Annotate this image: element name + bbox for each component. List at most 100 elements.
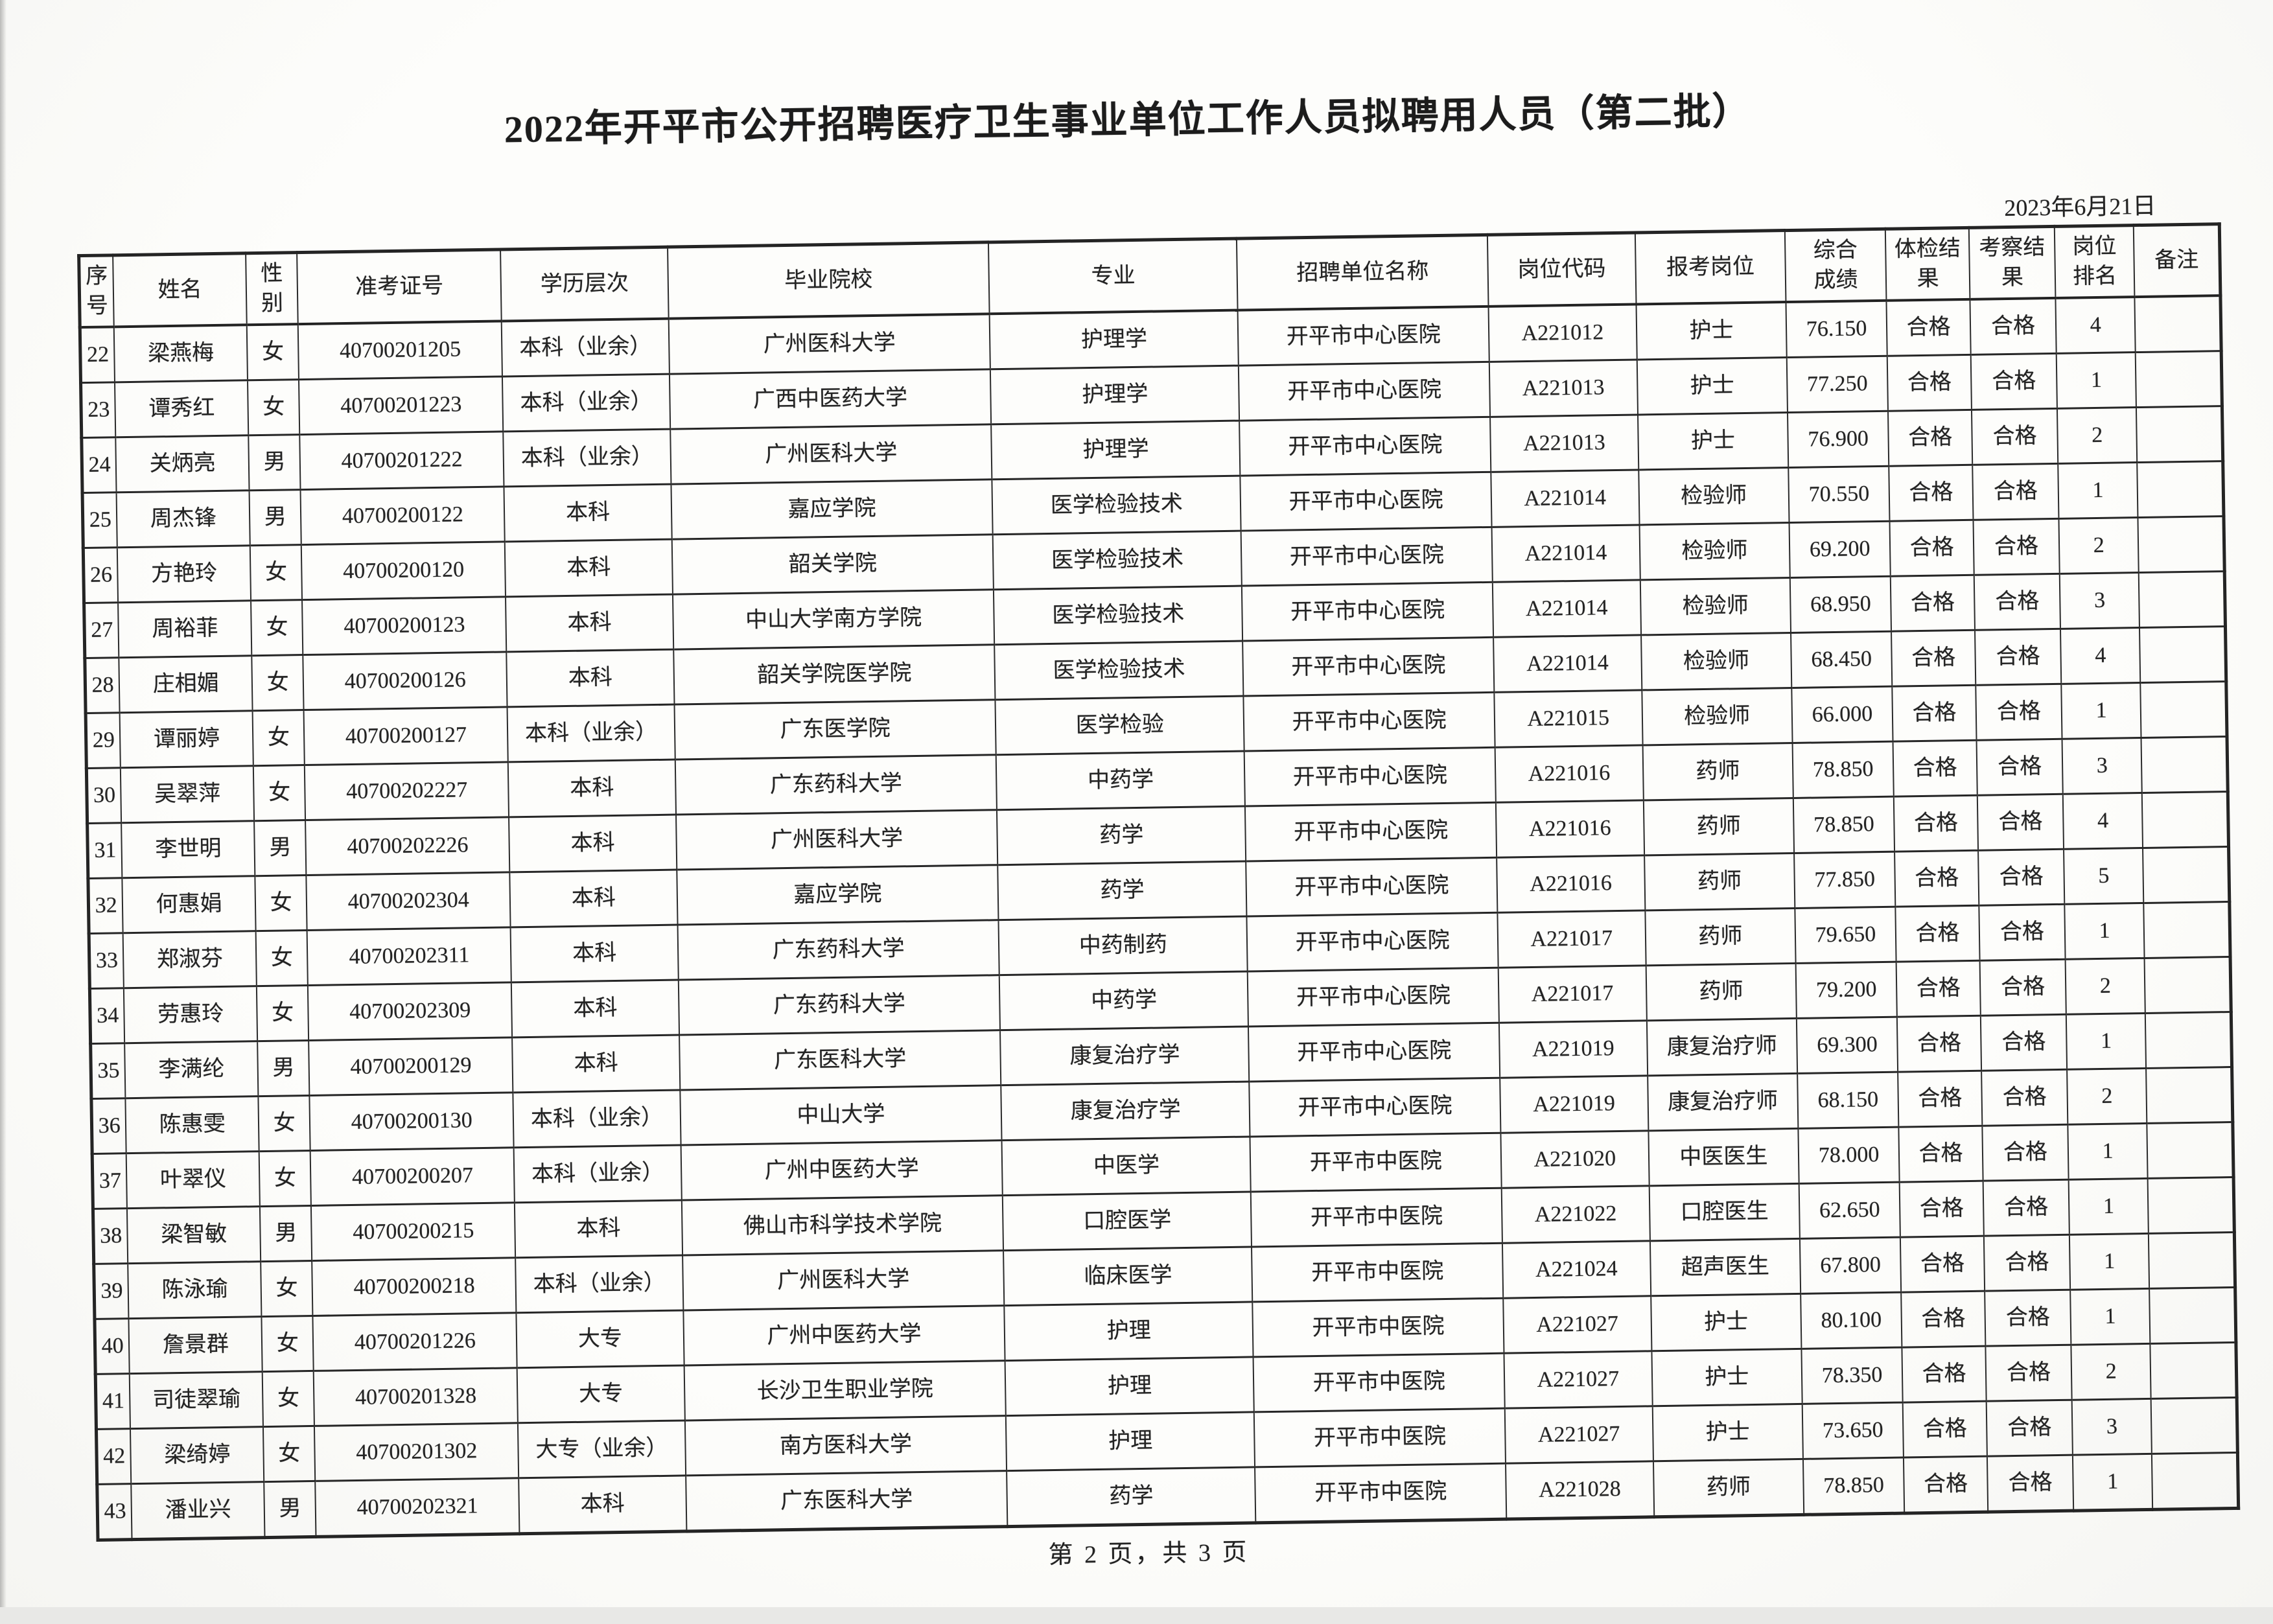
table-cell: 31	[87, 822, 122, 879]
table-cell: 开平市中心医院	[1242, 582, 1493, 642]
column-header: 姓名	[113, 253, 247, 327]
table-cell: 潘业兴	[131, 1481, 265, 1540]
table-cell: 40700202227	[305, 761, 509, 820]
table-cell: 合格	[1970, 353, 2058, 410]
table-cell: 男	[264, 1481, 316, 1538]
table-cell: 42	[96, 1428, 132, 1485]
table-cell: A221014	[1493, 634, 1642, 693]
table-cell: 本科	[506, 594, 674, 652]
column-header: 报考岗位	[1635, 230, 1786, 305]
table-cell: 30	[86, 767, 122, 824]
table-cell: 76.900	[1787, 411, 1889, 468]
table-cell: 25	[82, 492, 118, 548]
table-cell: 合格	[1893, 795, 1979, 852]
table-cell: 69.200	[1789, 521, 1891, 578]
table-cell: A221020	[1500, 1130, 1649, 1189]
table-cell: 1	[2061, 682, 2141, 739]
table-cell: 本科（业余）	[515, 1255, 684, 1313]
table-cell: 女	[246, 324, 299, 380]
table-cell: A221014	[1491, 469, 1640, 528]
table-cell: 合格	[1902, 1346, 1987, 1403]
table-cell: 40700202304	[306, 872, 511, 931]
table-cell: 合格	[1980, 1014, 2068, 1071]
table-cell: 40700200126	[303, 651, 507, 710]
table-cell: 康复治疗师	[1647, 1073, 1799, 1131]
table-cell: 合格	[1974, 574, 2061, 631]
recruitment-table: 序 号姓名性 别准考证号 学历层次 毕业院校 专业 招聘单位名称 岗位代码 报考岗位 综合 成…	[77, 222, 2241, 1542]
table-cell: 合格	[1896, 960, 1981, 1017]
table-cell: 合格	[1901, 1291, 1986, 1348]
table-cell	[2147, 1177, 2235, 1234]
table-cell: 合格	[1893, 740, 1977, 797]
table-cell: 护士	[1637, 357, 1788, 415]
table-cell: 女	[258, 1095, 311, 1152]
table-cell: 40700201205	[298, 321, 503, 380]
table-cell	[2140, 681, 2227, 738]
table-cell: A221027	[1504, 1351, 1653, 1409]
table-cell: 开平市中医院	[1251, 1188, 1502, 1247]
table-cell	[2139, 626, 2226, 683]
table-cell: 本科	[515, 1200, 682, 1258]
table-cell: 陈泳瑜	[128, 1261, 262, 1319]
table-cell: A221028	[1505, 1461, 1654, 1520]
table-cell: 吴翠萍	[121, 765, 255, 823]
table-cell: 77.250	[1786, 356, 1889, 413]
column-header: 综合 成绩	[1784, 229, 1887, 303]
column-header: 岗位 排名	[2054, 225, 2135, 298]
table-cell: A221027	[1503, 1295, 1652, 1354]
table-cell: 开平市中心医院	[1240, 472, 1492, 531]
table-cell: 40700200129	[309, 1037, 513, 1096]
table-cell: 梁智敏	[127, 1206, 261, 1264]
table-cell: 谭丽婷	[119, 710, 253, 768]
table-cell: 合格	[1981, 1069, 2068, 1126]
table-cell: 开平市中医院	[1253, 1353, 1505, 1412]
table-cell: 40700200120	[301, 541, 506, 600]
table-cell: 62.650	[1799, 1182, 1901, 1239]
table-cell: 40700201328	[314, 1367, 519, 1426]
table-cell: 合格	[1977, 794, 2064, 851]
table-cell: 护理	[1005, 1356, 1255, 1416]
table-cell: 合格	[1970, 297, 2057, 355]
table-cell: 中药学	[996, 751, 1246, 810]
table-cell	[2149, 1287, 2236, 1344]
table-cell: A221017	[1497, 910, 1646, 968]
table-cell: 本科（业余）	[503, 429, 671, 487]
table-cell: A221027	[1504, 1406, 1653, 1464]
table-cell: A221019	[1500, 1075, 1649, 1133]
table-cell: 40700200122	[300, 486, 505, 545]
table-cell: 本科（业余）	[513, 1090, 681, 1148]
column-header: 岗位代码	[1487, 233, 1637, 307]
table-cell: 女	[262, 1371, 315, 1427]
table-cell: 广州医科大学	[670, 424, 992, 485]
table-cell: 长沙卫生职业学院	[684, 1360, 1007, 1421]
table-cell: 合格	[1900, 1236, 1985, 1293]
table-cell: A221016	[1495, 800, 1644, 858]
table-cell: 合格	[1973, 518, 2060, 575]
table-cell: 康复治疗学	[1000, 1026, 1250, 1085]
table-cell: 护理学	[989, 310, 1239, 369]
page-title: 2022年开平市公开招聘医疗卫生事业单位工作人员拟聘用人员（第二批）	[504, 89, 1752, 151]
table-cell: 广西中医药大学	[669, 369, 992, 430]
table-cell: 2	[2065, 958, 2146, 1015]
table-cell	[2144, 957, 2232, 1014]
table-cell: 39	[93, 1263, 129, 1319]
table-cell: 开平市中心医院	[1246, 857, 1498, 917]
column-header: 专业	[988, 238, 1238, 314]
scan-edge-artifact	[0, 0, 6, 1607]
table-cell: 药学	[997, 806, 1246, 865]
table-cell: 佛山市科学技术学院	[681, 1195, 1004, 1255]
table-cell: 开平市中医院	[1254, 1408, 1506, 1467]
table-cell: 22	[80, 327, 115, 383]
table-cell: 嘉应学院	[671, 479, 993, 540]
table-cell: 合格	[1983, 1179, 2069, 1236]
table-cell: 40700201223	[299, 376, 504, 435]
table-cell	[2151, 1397, 2238, 1454]
table-cell: 40700202226	[305, 817, 510, 876]
table-cell: 1	[2056, 352, 2137, 409]
table-cell: 本科	[512, 1035, 681, 1093]
table-cell: 40700200127	[303, 706, 508, 765]
table-cell: 合格	[1987, 1455, 2074, 1513]
table-cell: 药师	[1644, 853, 1795, 911]
table-cell: 女	[261, 1316, 314, 1372]
